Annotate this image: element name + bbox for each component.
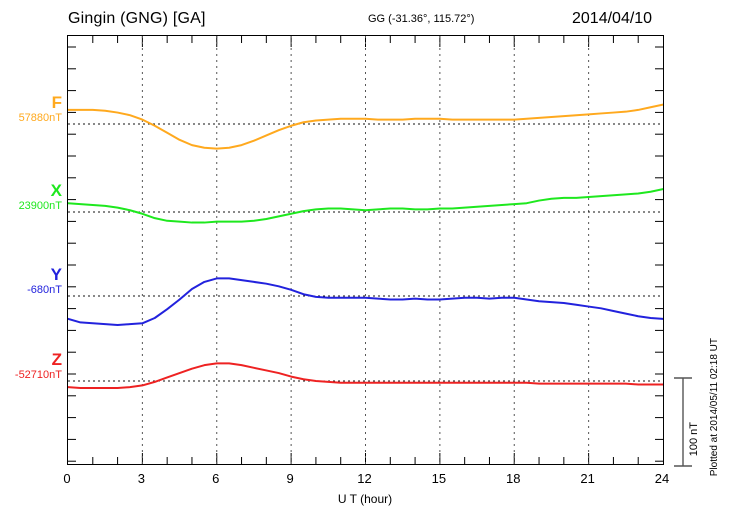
x-tick-label-12: 12 [357, 471, 372, 486]
page-title: Gingin (GNG) [GA] [68, 10, 206, 27]
component-label-f: F 57880nT [0, 92, 62, 124]
scale-bar [674, 377, 692, 467]
component-baseline-x: 23900nT [18, 199, 62, 212]
x-tick-label-21: 21 [580, 471, 595, 486]
component-symbol-x: X [50, 180, 62, 200]
plot-frame [67, 35, 664, 465]
observation-date: 2014/04/10 [572, 10, 653, 27]
component-symbol-y: Y [50, 264, 62, 284]
x-tick-label-18: 18 [506, 471, 521, 486]
x-tick-label-6: 6 [212, 471, 220, 486]
component-baseline-y: -680nT [27, 283, 62, 296]
component-baseline-f: 57880nT [18, 111, 62, 124]
x-tick-label-15: 15 [431, 471, 447, 486]
x-tick-label-3: 3 [137, 471, 145, 486]
x-axis-title: U T (hour) [337, 492, 393, 506]
geomagnetic-coordinates: GG (-31.36°, 115.72°) [368, 13, 475, 25]
magnetogram-chart [68, 36, 663, 464]
component-label-x: X 23900nT [0, 180, 62, 212]
x-tick-label-24: 24 [654, 471, 670, 486]
x-tick-label-9: 9 [286, 471, 294, 486]
component-symbol-f: F [51, 92, 62, 112]
component-label-z: Z -52710nT [0, 349, 62, 381]
plotted-timestamp: Plotted at 2014/05/11 02:18 UT [709, 338, 720, 477]
component-baseline-z: -52710nT [14, 368, 62, 381]
x-tick-label-0: 0 [63, 471, 71, 486]
component-symbol-z: Z [51, 349, 62, 369]
component-label-y: Y -680nT [0, 264, 62, 296]
